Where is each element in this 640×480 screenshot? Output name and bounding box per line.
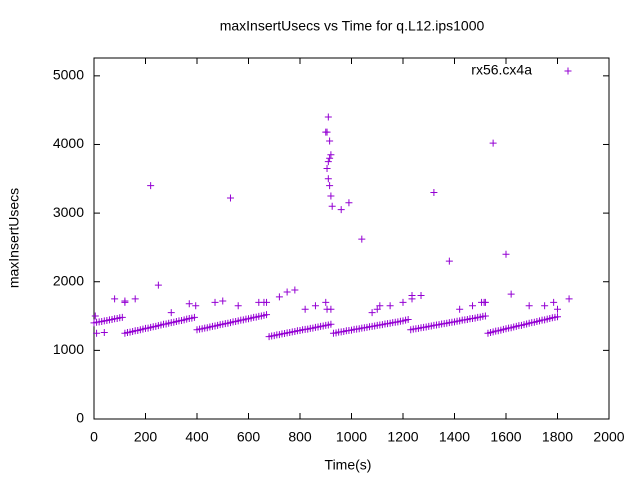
x-tick-label: 200 [134,429,158,445]
point [404,315,412,323]
point [541,302,549,310]
point [185,300,193,308]
point [291,286,299,294]
point [324,113,332,121]
y-axis-label: maxInsertUsecs [6,188,22,288]
point [376,302,384,310]
point [93,329,101,337]
point [368,309,376,317]
x-tick-label: 2000 [593,429,624,445]
x-tick-label: 1200 [387,429,418,445]
point [326,137,334,145]
point [386,302,394,310]
x-tick-label: 1800 [542,429,573,445]
y-tick-label: 5000 [53,67,84,83]
y-tick-label: 0 [76,410,84,426]
point [118,313,126,321]
point [430,189,438,197]
x-tick-label: 0 [90,429,98,445]
point [469,302,477,310]
point [327,305,335,313]
legend-label: rx56.cx4a [471,62,532,78]
point [408,291,416,299]
point [192,302,200,310]
point [481,312,489,320]
plot-border [93,57,610,420]
x-tick-label: 1600 [490,429,521,445]
point [324,158,332,166]
point [327,192,335,200]
point [322,298,330,306]
point [358,235,366,243]
point [502,250,510,258]
point [111,295,119,303]
point [275,293,283,301]
point [167,309,175,317]
legend-marker [564,67,572,75]
point [100,329,108,337]
point [263,311,271,319]
y-tick-label: 2000 [53,272,84,288]
x-tick-label: 1400 [439,429,470,445]
point [91,312,99,320]
x-tick-label: 400 [185,429,209,445]
point [507,290,515,298]
point [525,302,533,310]
point [565,295,573,303]
point [456,305,464,313]
point [226,194,234,202]
point [154,281,162,289]
point [211,298,219,306]
point [399,298,407,306]
chart-title: maxInsertUsecs vs Time for q.L12.ips1000 [220,18,485,34]
y-tick-label: 1000 [53,341,84,357]
point [345,199,353,207]
point [327,151,335,159]
point [489,139,497,147]
point [554,305,561,313]
point [190,313,198,321]
point [554,313,561,321]
point [550,298,558,306]
point [323,128,331,136]
point [326,182,334,190]
x-tick-label: 600 [237,429,261,445]
point [326,154,334,162]
point [324,175,332,183]
point [219,297,227,305]
x-tick-label: 800 [288,429,312,445]
point [131,295,139,303]
point [263,298,271,306]
point [481,298,489,306]
point [328,202,336,210]
point [311,302,319,310]
point [327,320,335,328]
y-tick-label: 3000 [53,204,84,220]
point [121,297,129,305]
point [337,206,345,214]
point [234,302,242,310]
point [301,305,309,313]
x-tick-label: 1000 [336,429,367,445]
point [445,257,453,265]
point [323,164,331,172]
x-axis-label: Time(s) [325,457,372,473]
point [147,182,155,190]
point [417,291,425,299]
point [283,288,291,296]
y-tick-label: 4000 [53,135,84,151]
